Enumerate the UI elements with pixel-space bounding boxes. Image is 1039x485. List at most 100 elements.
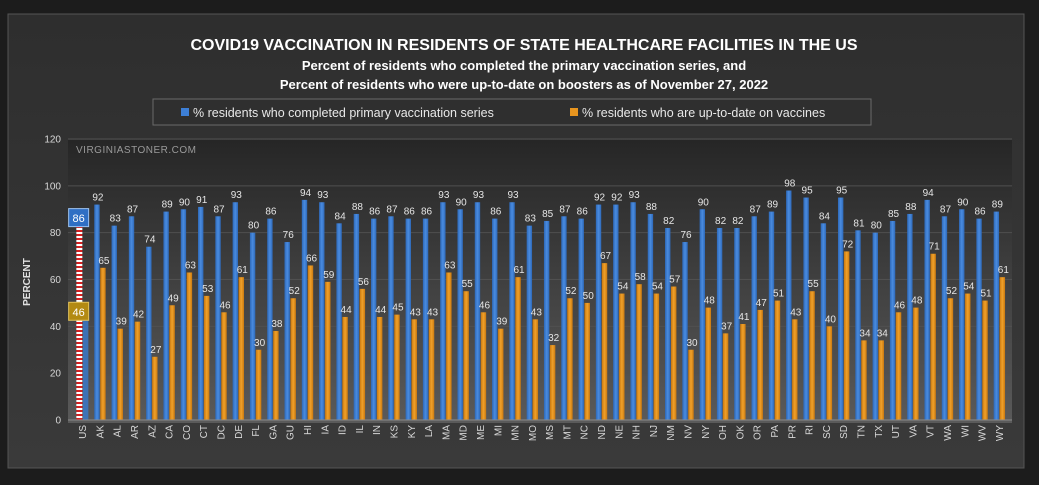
y-axis-label: PERCENT — [22, 258, 33, 306]
y-tick-label: 20 — [50, 369, 62, 380]
bar-primary-gu — [284, 242, 290, 420]
bar-primary-mo — [526, 225, 533, 420]
bar-booster-co — [186, 272, 193, 420]
x-tick-label: WV — [978, 425, 989, 441]
bar-primary-ct — [198, 206, 204, 420]
bar-booster-us — [82, 312, 89, 420]
bar-booster-ri — [809, 291, 815, 420]
x-tick-label: AR — [130, 425, 141, 439]
data-label-booster: 44 — [341, 305, 353, 316]
bar-booster-ca — [169, 305, 175, 420]
x-tick-label: NV — [684, 425, 695, 439]
bar-primary-ky — [405, 218, 411, 420]
data-label-booster: 54 — [963, 282, 975, 293]
bar-booster-tx — [878, 340, 884, 420]
bar-booster-or — [757, 309, 763, 420]
bar-booster-mn — [515, 277, 521, 420]
data-label-primary: 93 — [473, 190, 485, 201]
bar-booster-tn — [861, 340, 867, 420]
x-tick-label: TN — [856, 425, 867, 438]
data-label-booster: 32 — [548, 333, 560, 344]
data-label-primary: 83 — [525, 214, 537, 225]
bar-primary-ma — [440, 202, 446, 420]
bar-primary-de — [232, 202, 239, 420]
bar-primary-ar — [128, 216, 135, 420]
x-tick-label: DE — [234, 425, 245, 439]
data-label-booster: 46 — [219, 300, 231, 311]
x-tick-label: MN — [511, 425, 522, 441]
bars — [76, 190, 1006, 420]
x-tick-label: GU — [286, 425, 297, 440]
bar-booster-il — [359, 288, 366, 420]
bar-booster-sd — [843, 251, 850, 420]
data-label-booster: 51 — [980, 289, 992, 300]
data-label-booster: 47 — [756, 298, 768, 309]
data-labels: 86 46 92 65 83 39 87 42 74 27 89 49 90 63 91 53 87 46 93 61… — [68, 179, 1009, 356]
x-tick-label: MT — [562, 425, 573, 439]
bar-booster-nv — [688, 349, 694, 420]
bar-primary-in — [370, 218, 377, 420]
data-label-booster: 43 — [410, 307, 422, 318]
data-label-primary: 85 — [542, 209, 554, 220]
data-label-primary: 76 — [680, 230, 692, 241]
legend-swatch-booster — [570, 108, 578, 116]
data-label-booster: 61 — [237, 265, 249, 276]
x-tick-label: IL — [355, 425, 366, 434]
bar-primary-nv — [682, 242, 688, 420]
x-tick-label: KS — [389, 425, 400, 439]
data-label-primary: 86 — [369, 207, 381, 218]
data-label-primary: 87 — [127, 204, 139, 215]
bar-primary-or — [751, 216, 757, 420]
x-tick-label: FL — [251, 425, 262, 437]
data-label-booster: 54 — [652, 282, 664, 293]
bar-booster-oh — [722, 333, 729, 420]
bar-primary-nc — [578, 218, 584, 420]
x-tick-label: OK — [735, 425, 746, 440]
bar-booster-ia — [325, 281, 331, 420]
data-label-primary: 93 — [317, 190, 329, 201]
us-booster-callout-box — [68, 301, 90, 321]
bar-primary-hi — [301, 199, 308, 420]
data-label-booster: 38 — [271, 319, 283, 330]
bar-primary-wi — [959, 209, 965, 420]
x-tick-label: IN — [372, 425, 383, 435]
data-label-primary: 87 — [750, 204, 762, 215]
data-label-booster: 46 — [479, 300, 491, 311]
bar-primary-md — [457, 209, 463, 420]
bar-booster-ut — [895, 312, 902, 420]
bar-booster-fl — [255, 349, 262, 420]
bar-primary-va — [907, 213, 913, 420]
data-label-primary: 84 — [335, 211, 347, 222]
us-booster-callout-label: 46 — [73, 307, 85, 319]
data-label-primary: 93 — [507, 190, 519, 201]
plot-area — [68, 140, 1012, 423]
bar-primary-az — [146, 246, 152, 420]
x-tick-label: US — [78, 425, 89, 439]
chart-subtitle-line1: Percent of residents who completed the p… — [302, 58, 746, 73]
data-label-booster: 58 — [635, 272, 647, 283]
x-tick-label: ND — [597, 425, 608, 439]
bar-booster-in — [376, 316, 383, 420]
data-label-primary: 89 — [992, 200, 1004, 211]
y-axis-ticks: 0 20 40 60 80 100 120 — [44, 135, 61, 427]
data-label-booster: 50 — [583, 291, 595, 302]
data-label-primary: 80 — [248, 221, 260, 232]
bar-primary-ny — [699, 209, 706, 420]
data-label-primary: 92 — [611, 193, 623, 204]
data-label-primary: 89 — [162, 200, 174, 211]
data-label-booster: 30 — [686, 338, 698, 349]
data-label-booster: 49 — [168, 293, 180, 304]
bar-primary-me — [474, 202, 481, 420]
data-label-booster: 52 — [289, 286, 301, 297]
data-label-booster: 39 — [116, 317, 128, 328]
data-label-primary: 86 — [421, 207, 433, 218]
legend-box — [152, 98, 872, 126]
data-label-primary: 80 — [871, 221, 883, 232]
x-tick-label: KY — [407, 425, 418, 439]
legend-swatch-primary — [181, 108, 189, 116]
data-label-booster: 59 — [323, 270, 335, 281]
bar-booster-ma — [446, 272, 452, 420]
data-label-booster: 53 — [202, 284, 214, 295]
